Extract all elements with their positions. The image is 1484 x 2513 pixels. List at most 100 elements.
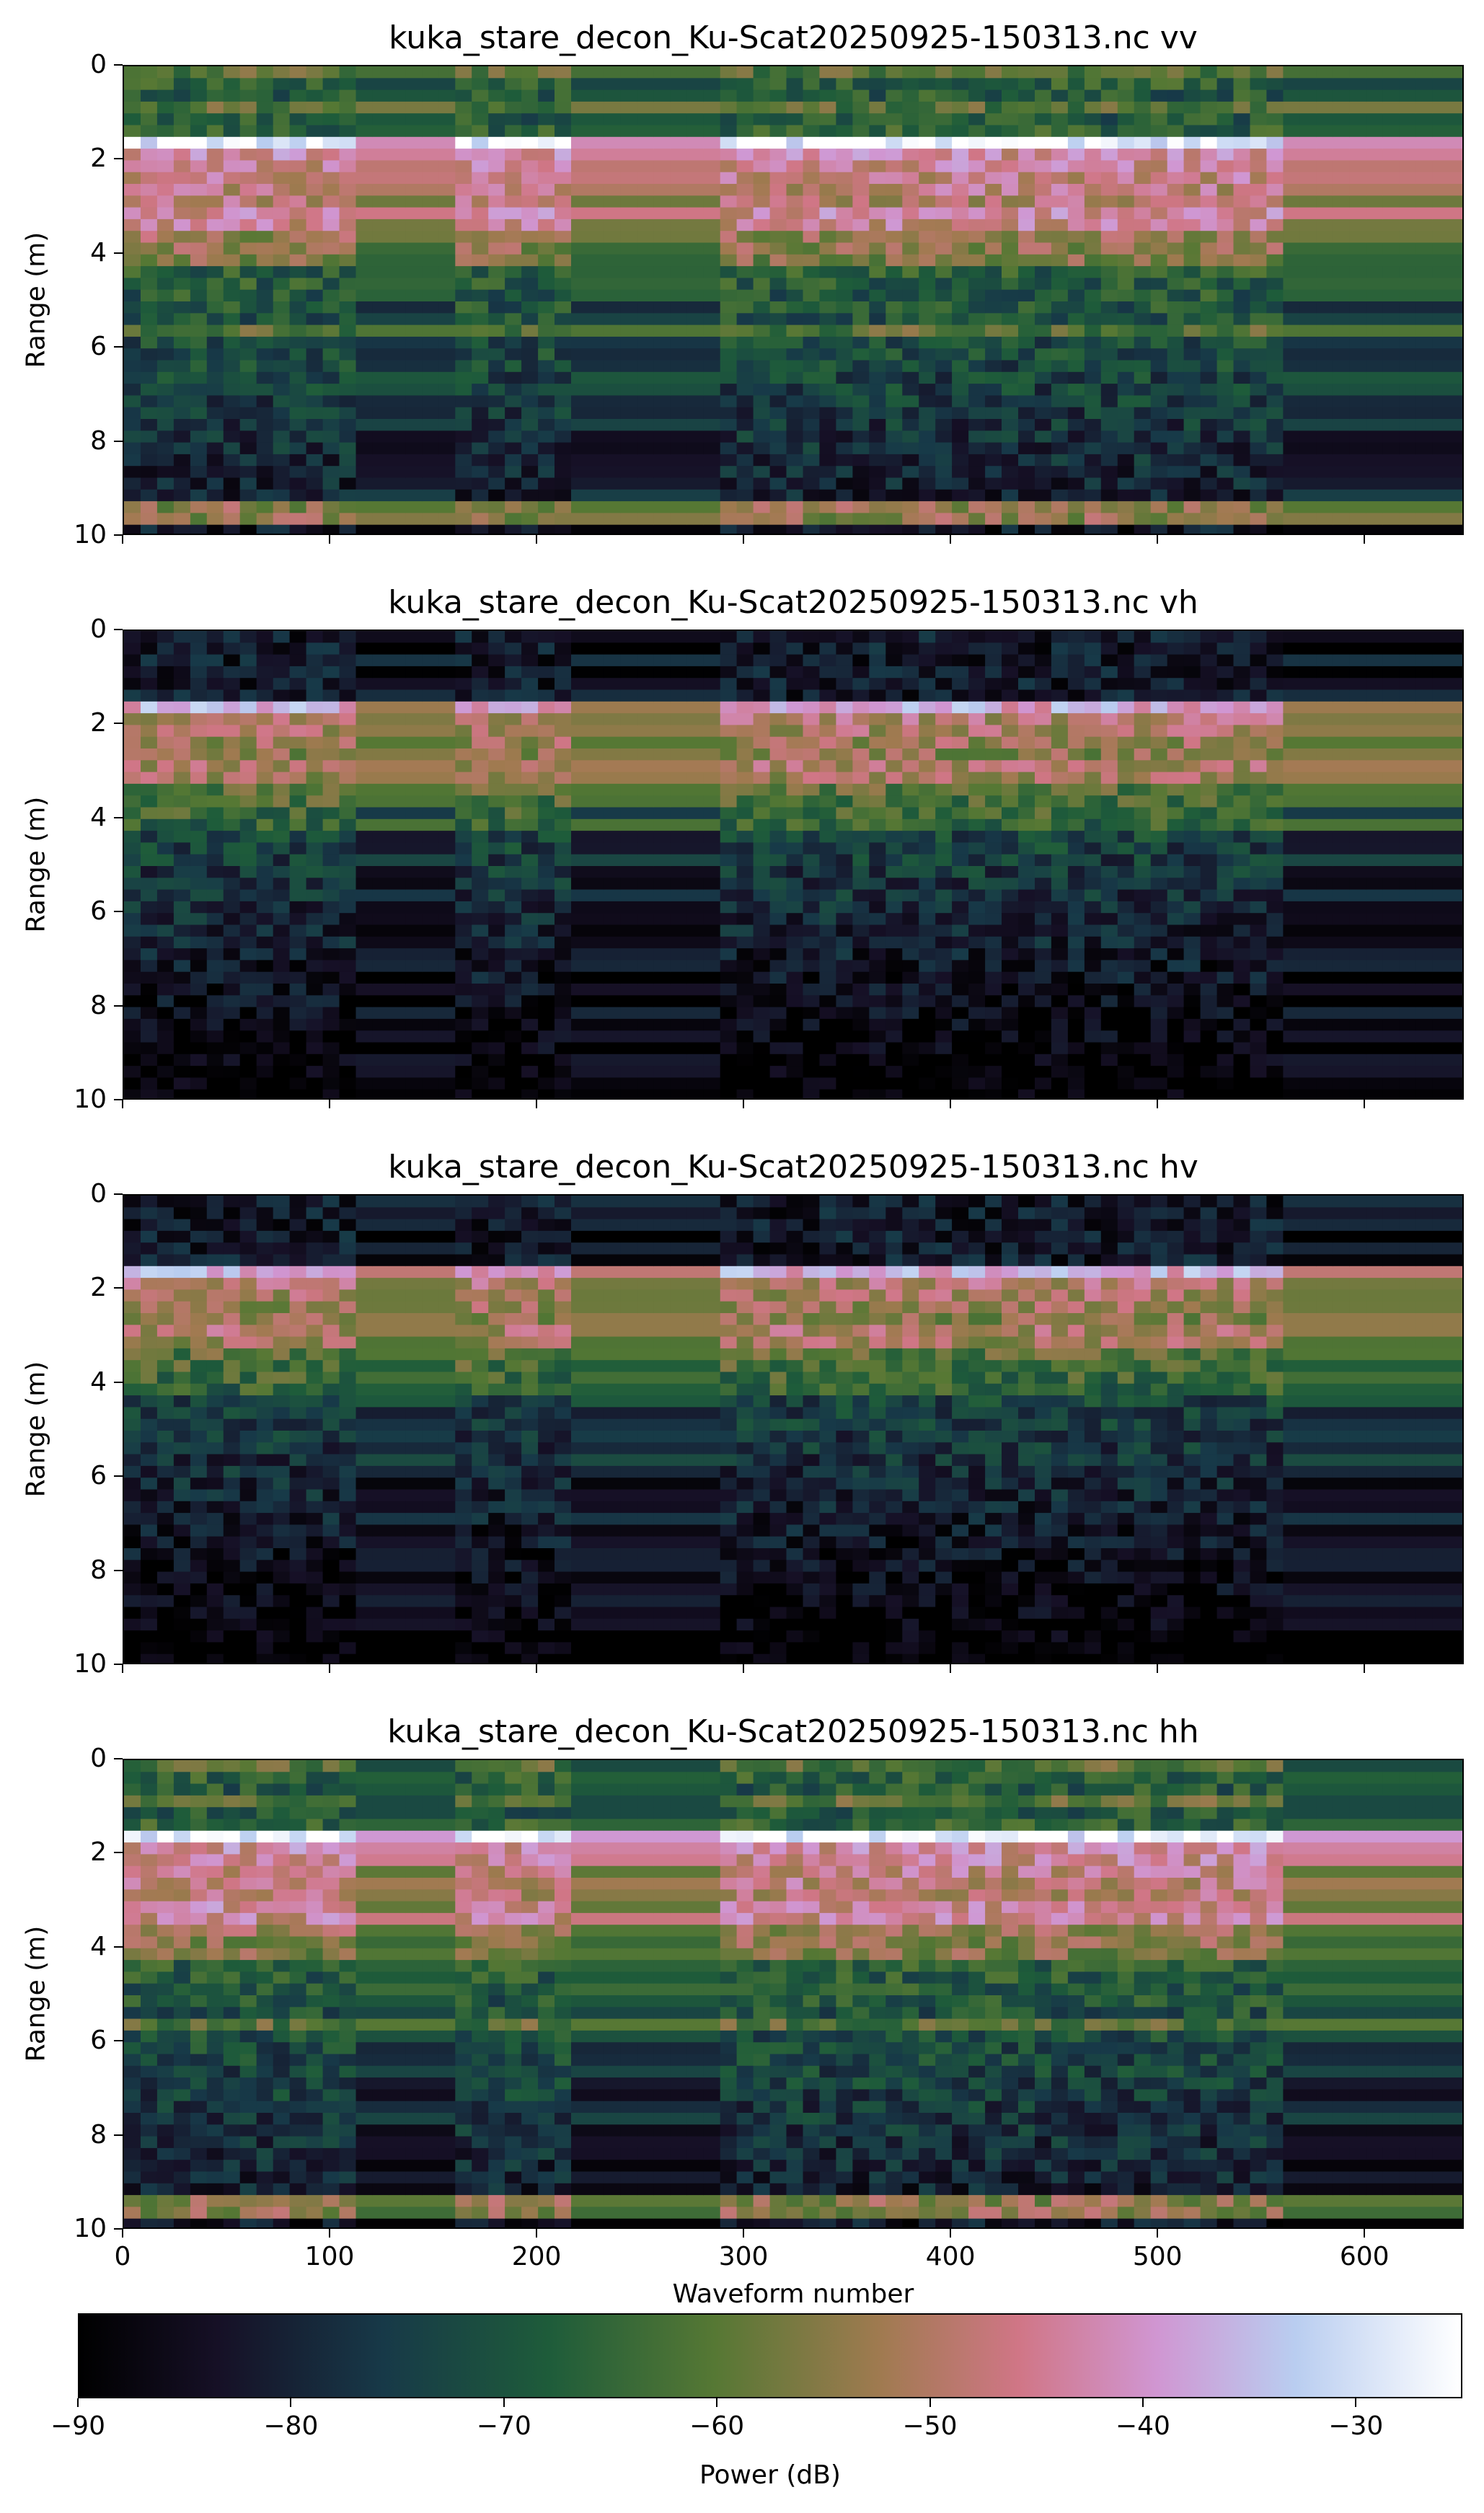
heatmap-cell (389, 866, 406, 878)
heatmap-cell (555, 513, 572, 526)
heatmap-cell (653, 301, 671, 314)
heatmap-cell (736, 513, 754, 526)
heatmap-cell (803, 654, 821, 667)
heatmap-cell (670, 1066, 688, 1078)
heatmap-cell (703, 1077, 721, 1090)
heatmap-cell (372, 101, 389, 114)
heatmap-cell (1316, 501, 1333, 513)
heatmap-cell (206, 936, 224, 949)
heatmap-cell (1117, 501, 1135, 513)
heatmap-cell (389, 689, 406, 702)
heatmap-cell (488, 407, 505, 420)
heatmap-cell (156, 360, 175, 373)
heatmap-cell (124, 642, 141, 655)
heatmap-cell (1366, 195, 1383, 208)
heatmap-cell (124, 713, 141, 725)
heatmap-cell (885, 524, 903, 534)
heatmap-cell (141, 477, 158, 490)
heatmap-cell (786, 289, 804, 302)
heatmap-cell (1117, 136, 1135, 149)
heatmap-cell (1035, 419, 1052, 431)
heatmap-cell (289, 231, 307, 244)
heatmap-cell (289, 818, 307, 831)
heatmap-cell (555, 1018, 572, 1031)
heatmap-cell (686, 889, 705, 902)
heatmap-cell (141, 936, 158, 949)
heatmap-cell (720, 1066, 738, 1078)
heatmap-cell (1366, 348, 1383, 361)
heatmap-cell (322, 725, 340, 738)
heatmap-cell (620, 795, 638, 808)
heatmap-cell (289, 407, 307, 420)
heatmap-cell (819, 207, 836, 220)
heatmap-cell (803, 524, 821, 534)
heatmap-cell (786, 807, 804, 820)
heatmap-cell (555, 984, 572, 996)
heatmap-cell (555, 430, 572, 443)
heatmap-cell (141, 466, 158, 479)
heatmap-cell (289, 489, 307, 502)
heatmap-cell (1002, 466, 1019, 479)
heatmap-cell (736, 701, 754, 714)
heatmap-cell (1084, 454, 1102, 467)
heatmap-cell (836, 231, 853, 244)
heatmap-cell (372, 866, 389, 878)
heatmap-cell (786, 254, 804, 267)
heatmap-cell (720, 513, 738, 526)
heatmap-cell (620, 678, 638, 691)
heatmap-cell (521, 125, 539, 138)
heatmap-cell (736, 371, 754, 384)
heatmap-cell (438, 1018, 456, 1031)
heatmap-cell (521, 195, 539, 208)
heatmap-cell (753, 513, 771, 526)
heatmap-cell (985, 66, 1002, 79)
heatmap-cell (322, 513, 340, 526)
heatmap-cell (555, 631, 572, 643)
heatmap-cell (306, 466, 324, 479)
heatmap-cell (256, 395, 274, 408)
heatmap-cell (902, 371, 919, 384)
heatmap-cell (1216, 360, 1235, 373)
heatmap-cell (1167, 113, 1185, 126)
heatmap-cell (405, 313, 423, 326)
heatmap-cell (819, 1089, 836, 1098)
heatmap-cell (819, 278, 836, 291)
heatmap-cell (555, 1007, 572, 1020)
heatmap-cell (968, 195, 986, 208)
heatmap-cell (588, 184, 605, 196)
heatmap-cell (1117, 348, 1135, 361)
heatmap-cell (1266, 113, 1284, 126)
heatmap-cell (803, 136, 821, 149)
heatmap-cell (223, 149, 241, 161)
heatmap-cell (571, 1077, 588, 1090)
heatmap-cell (438, 1054, 456, 1066)
heatmap-cell (1084, 313, 1102, 326)
heatmap-cell (422, 1089, 439, 1098)
heatmap-cell (521, 172, 539, 185)
heatmap-cell (289, 701, 307, 714)
heatmap-cell (538, 101, 555, 114)
heatmap-cell (438, 936, 456, 949)
heatmap-cell (968, 407, 986, 420)
heatmap-cell (1002, 384, 1019, 396)
heatmap-cell (637, 266, 655, 278)
heatmap-cell (438, 89, 456, 102)
heatmap-cell (438, 713, 456, 725)
heatmap-cell (355, 395, 374, 408)
heatmap-cell (472, 701, 489, 714)
heatmap-cell (1299, 336, 1317, 349)
heatmap-cell (173, 831, 191, 843)
heatmap-cell (538, 384, 555, 396)
heatmap-cell (869, 101, 886, 114)
heatmap-cell (803, 678, 821, 691)
heatmap-cell (1449, 407, 1462, 420)
heatmap-cell (505, 1007, 522, 1020)
heatmap-cell (1299, 419, 1317, 431)
heatmap-cell (1333, 149, 1350, 161)
heatmap-cell (571, 419, 588, 431)
heatmap-cell (455, 736, 472, 749)
heatmap-cell (256, 160, 274, 173)
heatmap-cell (438, 854, 456, 867)
heatmap-cell (852, 184, 870, 196)
heatmap-cell (306, 889, 324, 902)
